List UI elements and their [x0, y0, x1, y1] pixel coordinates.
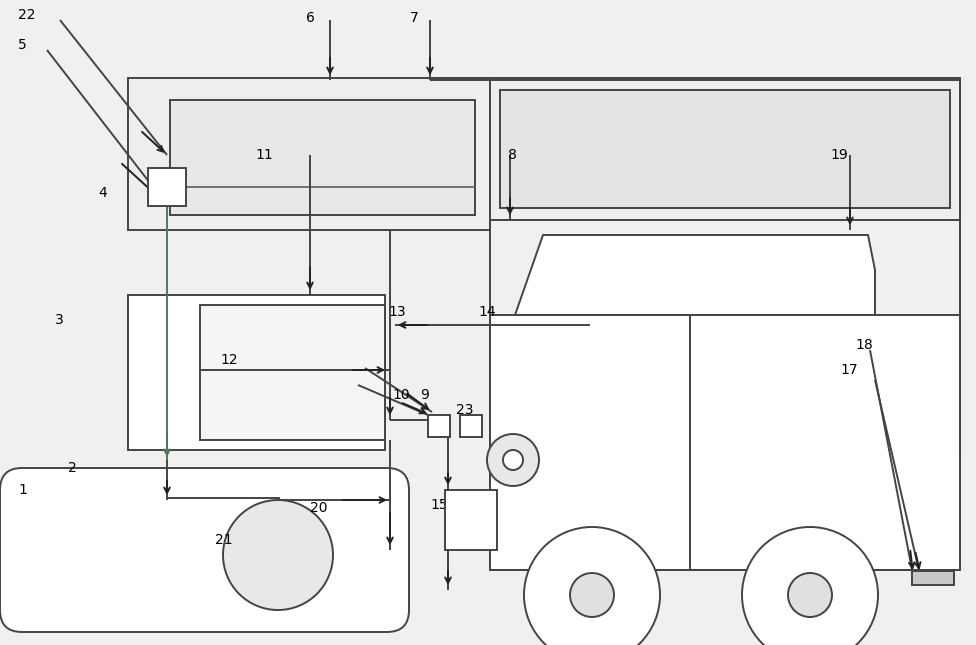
- Text: 18: 18: [855, 338, 873, 352]
- Text: 10: 10: [392, 388, 410, 402]
- Bar: [148, 168, 186, 206]
- Bar: [460, 415, 482, 437]
- Text: 4: 4: [98, 186, 106, 200]
- Text: 23: 23: [456, 403, 473, 417]
- Text: 12: 12: [220, 353, 237, 367]
- Text: 5: 5: [18, 38, 26, 52]
- Circle shape: [503, 450, 523, 470]
- Text: 8: 8: [508, 148, 517, 162]
- Text: 9: 9: [420, 388, 428, 402]
- Circle shape: [742, 527, 878, 645]
- Text: 19: 19: [830, 148, 848, 162]
- Bar: [428, 415, 450, 437]
- Circle shape: [524, 527, 660, 645]
- Circle shape: [223, 500, 333, 610]
- Text: 22: 22: [18, 8, 35, 22]
- Text: 7: 7: [410, 11, 419, 25]
- Bar: [490, 315, 960, 570]
- Text: 13: 13: [388, 305, 406, 319]
- Text: 14: 14: [478, 305, 496, 319]
- Text: 11: 11: [255, 148, 272, 162]
- Bar: [170, 100, 475, 215]
- Bar: [128, 78, 490, 230]
- Circle shape: [570, 573, 614, 617]
- Bar: [128, 295, 385, 450]
- Text: 21: 21: [215, 533, 232, 547]
- Bar: [500, 90, 950, 208]
- Bar: [200, 305, 385, 440]
- Bar: [445, 490, 497, 550]
- Text: 17: 17: [840, 363, 858, 377]
- Bar: [912, 571, 954, 585]
- Text: 6: 6: [306, 11, 315, 25]
- Polygon shape: [515, 235, 875, 315]
- Bar: [490, 78, 960, 220]
- Circle shape: [487, 434, 539, 486]
- Text: 2: 2: [68, 461, 77, 475]
- Text: 16: 16: [452, 498, 469, 512]
- Text: 3: 3: [55, 313, 63, 327]
- Text: 1: 1: [18, 483, 27, 497]
- FancyBboxPatch shape: [0, 468, 409, 632]
- Text: 15: 15: [430, 498, 448, 512]
- Text: 20: 20: [310, 501, 328, 515]
- Circle shape: [788, 573, 832, 617]
